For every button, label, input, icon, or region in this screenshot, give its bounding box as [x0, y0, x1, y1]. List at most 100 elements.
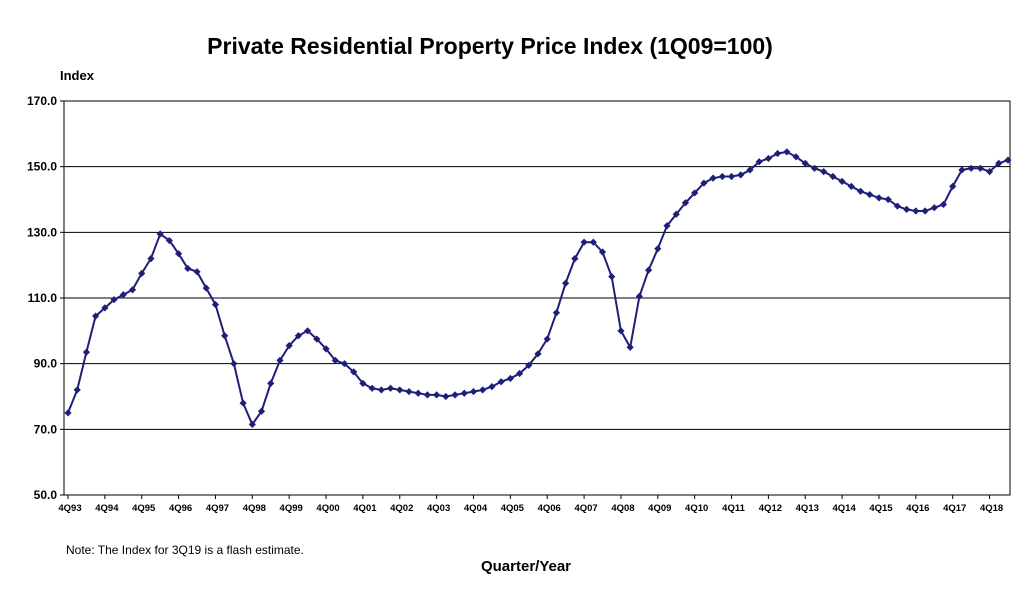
x-tick-label: 4Q02 [390, 503, 413, 514]
data-point [230, 360, 238, 368]
data-point [386, 384, 395, 392]
data-point [801, 159, 809, 167]
data-point [608, 273, 616, 281]
data-point [912, 207, 920, 215]
y-tick-label: 130.0 [27, 225, 57, 239]
data-point [202, 284, 210, 292]
data-point [414, 389, 422, 397]
gridlines [64, 166, 1010, 430]
data-point [359, 379, 367, 387]
data-point [893, 202, 902, 210]
data-point [755, 158, 763, 166]
y-tick-label: 150.0 [27, 160, 57, 174]
data-point [276, 356, 284, 364]
data-point [709, 174, 717, 182]
data-point [239, 399, 247, 407]
data-point [727, 172, 736, 181]
x-tick-label: 4Q93 [58, 503, 81, 514]
x-tick-label: 4Q98 [243, 503, 266, 514]
x-tick-label: 4Q06 [538, 503, 561, 514]
data-point [156, 230, 164, 238]
data-point [875, 194, 883, 202]
x-tick-label: 4Q99 [280, 503, 303, 514]
x-tick-label: 4Q18 [980, 503, 1003, 514]
data-point [119, 291, 127, 299]
y-axis-label: Index [60, 68, 95, 83]
data-point [525, 361, 533, 369]
data-point [856, 187, 865, 195]
data-point [691, 189, 699, 197]
data-point [460, 389, 468, 397]
data-point [654, 245, 662, 253]
data-point [128, 286, 137, 294]
data-point [350, 368, 358, 376]
data-point [73, 386, 81, 394]
data-point [866, 190, 874, 199]
data-point [506, 374, 514, 383]
data-point [497, 378, 505, 386]
data-point [847, 182, 855, 190]
data-point [405, 387, 413, 396]
data-point [221, 332, 229, 340]
data-point [469, 387, 478, 396]
data-point [746, 166, 754, 174]
x-axis-ticks: 4Q93 4Q94 4Q95 4Q96 4Q97 4Q98 4Q99 4Q00 4Q01 4Q02… [58, 495, 1003, 514]
data-point [368, 384, 376, 392]
x-tick-label: 4Q96 [169, 503, 192, 514]
data-point [764, 154, 772, 163]
data-point [939, 200, 948, 209]
data-point [64, 409, 72, 417]
data-point [930, 204, 938, 212]
data-point [718, 172, 726, 181]
x-tick-label: 4Q94 [95, 503, 119, 514]
data-point [193, 268, 201, 276]
data-point [985, 167, 994, 176]
data-point [626, 343, 634, 351]
data-point [248, 420, 256, 429]
data-point [580, 238, 588, 246]
x-tick-label: 4Q05 [501, 503, 525, 514]
x-tick-label: 4Q15 [869, 503, 893, 514]
data-point [571, 255, 579, 263]
data-point [322, 345, 330, 353]
data-point [829, 172, 837, 181]
chart-note: Note: The Index for 3Q19 is a flash esti… [66, 543, 304, 557]
data-point [211, 300, 220, 309]
data-point [635, 292, 643, 300]
data-point [534, 350, 542, 358]
data-point [903, 205, 911, 213]
data-point [423, 391, 432, 399]
data-point [562, 279, 570, 287]
x-tick-label: 4Q08 [611, 503, 634, 514]
data-point [147, 255, 155, 263]
x-tick-label: 4Q07 [574, 503, 597, 514]
y-tick-label: 90.0 [34, 357, 58, 371]
data-point [543, 335, 551, 343]
data-point [377, 386, 385, 394]
data-point [958, 166, 966, 174]
data-point [838, 177, 846, 186]
x-tick-label: 4Q13 [796, 503, 819, 514]
data-point [598, 248, 607, 256]
data-point [340, 360, 349, 368]
data-point [884, 195, 892, 204]
data-point [313, 335, 321, 343]
data-point [515, 369, 524, 378]
x-tick-label: 4Q95 [132, 503, 156, 514]
data-point [479, 386, 487, 394]
x-tick-label: 4Q11 [722, 503, 745, 514]
data-point [663, 222, 671, 230]
data-point [589, 238, 597, 246]
data-point [285, 342, 293, 350]
y-tick-label: 50.0 [34, 488, 58, 502]
data-point [774, 149, 782, 158]
data-point [101, 304, 109, 312]
x-tick-label: 4Q14 [832, 503, 856, 514]
x-tick-label: 4Q09 [648, 503, 671, 514]
y-tick-label: 70.0 [34, 422, 58, 436]
data-point [294, 332, 302, 340]
y-axis-ticks: 50.0 70.0 90.0 110.0 130.0 150.0 170.0 [27, 94, 64, 502]
data-point [138, 269, 146, 277]
data-point [949, 182, 957, 190]
x-tick-label: 4Q16 [906, 503, 929, 514]
